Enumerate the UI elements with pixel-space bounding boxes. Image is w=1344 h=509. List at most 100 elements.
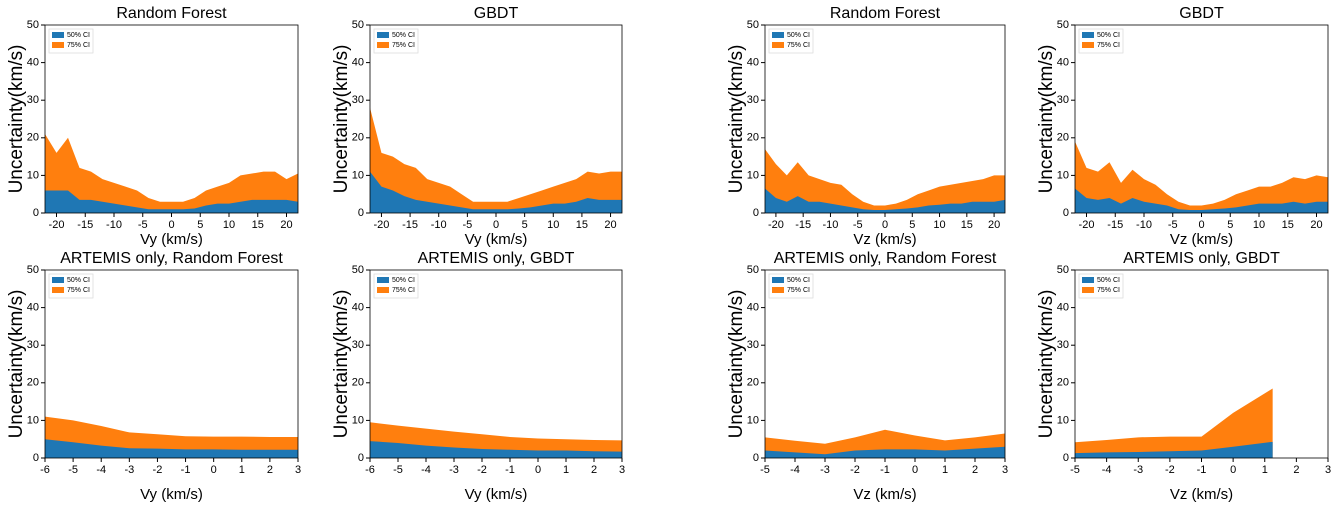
x-tick-label: 0 xyxy=(535,464,541,476)
ci-area xyxy=(45,190,298,213)
legend-label: 50% CI xyxy=(787,32,810,39)
legend-swatch xyxy=(772,277,784,283)
legend-swatch xyxy=(1082,287,1094,293)
x-tick-label: 2 xyxy=(591,464,597,476)
y-tick-label: 30 xyxy=(747,94,759,106)
x-tick-label: -20 xyxy=(49,219,65,231)
x-tick-label: 10 xyxy=(223,219,235,231)
x-tick-label: -3 xyxy=(449,464,459,476)
x-tick-label: -5 xyxy=(853,219,863,231)
legend-swatch xyxy=(772,287,784,293)
x-tick-label: 20 xyxy=(1310,219,1322,231)
y-tick-label: 40 xyxy=(27,57,39,69)
x-tick-label: 1 xyxy=(1262,464,1268,476)
x-tick-label: 3 xyxy=(619,464,625,476)
legend-label: 50% CI xyxy=(67,32,90,39)
legend-swatch xyxy=(377,277,389,283)
x-tick-label: 5 xyxy=(909,219,915,231)
x-tick-label: 10 xyxy=(547,219,559,231)
y-tick-label: 10 xyxy=(1057,414,1069,426)
x-tick-label: -3 xyxy=(820,464,830,476)
y-tick-label: 0 xyxy=(358,207,364,219)
y-tick-label: 10 xyxy=(1057,169,1069,181)
x-tick-label: -1 xyxy=(880,464,890,476)
y-tick-label: 20 xyxy=(27,132,39,144)
ci-area xyxy=(765,149,1005,213)
legend-swatch xyxy=(1082,42,1094,48)
x-tick-label: -20 xyxy=(768,219,784,231)
ci-area xyxy=(370,171,622,213)
y-tick-label: 0 xyxy=(33,452,39,464)
x-tick-label: -5 xyxy=(1070,464,1080,476)
y-tick-label: 30 xyxy=(1057,339,1069,351)
x-tick-label: 2 xyxy=(972,464,978,476)
y-tick-label: 40 xyxy=(1057,57,1069,69)
y-tick-label: 40 xyxy=(27,302,39,314)
chart-title: GBDT xyxy=(474,5,519,22)
x-tick-label: 15 xyxy=(1282,219,1294,231)
x-tick-label: 2 xyxy=(1293,464,1299,476)
x-tick-label: 10 xyxy=(933,219,945,231)
x-tick-label: -6 xyxy=(365,464,375,476)
x-tick-label: 10 xyxy=(1253,219,1265,231)
legend-label: 75% CI xyxy=(392,287,415,294)
legend-swatch xyxy=(772,32,784,38)
x-tick-label: -3 xyxy=(1133,464,1143,476)
x-tick-label: -20 xyxy=(374,219,390,231)
y-tick-label: 0 xyxy=(753,452,759,464)
y-tick-label: 0 xyxy=(753,207,759,219)
y-tick-label: 0 xyxy=(33,207,39,219)
y-tick-label: 20 xyxy=(747,377,759,389)
y-tick-label: 30 xyxy=(27,94,39,106)
y-tick-label: 40 xyxy=(747,302,759,314)
x-tick-label: -10 xyxy=(431,219,447,231)
legend-label: 75% CI xyxy=(392,42,415,49)
x-tick-label: 20 xyxy=(988,219,1000,231)
x-tick-label: -4 xyxy=(421,464,431,476)
legend-swatch xyxy=(52,32,64,38)
y-tick-label: 20 xyxy=(1057,377,1069,389)
x-tick-label: -10 xyxy=(1136,219,1152,231)
x-tick-label: 5 xyxy=(522,219,528,231)
x-axis-label: Vz (km/s) xyxy=(1170,486,1233,503)
legend-label: 50% CI xyxy=(1097,32,1120,39)
plot-frame xyxy=(369,269,623,459)
x-tick-label: 1 xyxy=(942,464,948,476)
y-tick-label: 30 xyxy=(1057,94,1069,106)
y-axis-label: Uncertainty(km/s) xyxy=(331,45,352,194)
x-tick-label: 20 xyxy=(604,219,616,231)
chart-title: Random Forest xyxy=(116,5,227,22)
legend-swatch xyxy=(52,42,64,48)
x-tick-label: -1 xyxy=(505,464,515,476)
ci-area xyxy=(765,446,1005,458)
x-tick-label: -2 xyxy=(850,464,860,476)
x-tick-label: 5 xyxy=(197,219,203,231)
legend-label: 50% CI xyxy=(1097,277,1120,284)
x-tick-label: -6 xyxy=(40,464,50,476)
ci-area xyxy=(370,107,622,213)
y-tick-label: 0 xyxy=(1063,207,1069,219)
y-axis-label: Uncertainty(km/s) xyxy=(726,290,747,439)
x-tick-label: -20 xyxy=(1079,219,1095,231)
x-tick-label: 15 xyxy=(576,219,588,231)
y-tick-label: 50 xyxy=(747,19,759,31)
x-tick-label: -1 xyxy=(1197,464,1207,476)
x-tick-label: -2 xyxy=(153,464,163,476)
x-tick-label: 3 xyxy=(295,464,301,476)
y-tick-label: 20 xyxy=(1057,132,1069,144)
x-tick-label: -4 xyxy=(790,464,800,476)
x-axis-label: Vy (km/s) xyxy=(140,231,203,248)
x-tick-label: 15 xyxy=(961,219,973,231)
legend-swatch xyxy=(377,42,389,48)
legend-label: 75% CI xyxy=(1097,287,1120,294)
y-tick-label: 0 xyxy=(358,452,364,464)
legend-swatch xyxy=(772,42,784,48)
x-tick-label: -5 xyxy=(760,464,770,476)
x-tick-label: -3 xyxy=(124,464,134,476)
x-axis-label: Vz (km/s) xyxy=(853,486,916,503)
legend-label: 75% CI xyxy=(67,287,90,294)
y-tick-label: 10 xyxy=(747,414,759,426)
y-tick-label: 40 xyxy=(747,57,759,69)
x-tick-label: 20 xyxy=(280,219,292,231)
x-tick-label: -4 xyxy=(1102,464,1112,476)
